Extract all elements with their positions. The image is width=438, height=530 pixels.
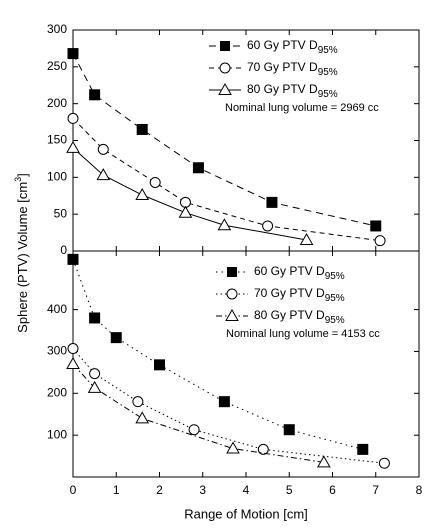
marker-triangle [66,356,80,369]
marker-square [357,443,369,455]
y-tick-label: 400 [47,302,67,316]
plot-frame [72,29,420,252]
legend-subscript: 95% [325,271,345,282]
y-tick-label: 100 [47,170,67,184]
legend-marker [220,41,230,51]
marker-triangle [96,168,111,181]
marker-square [67,48,79,60]
x-tick-label: 7 [372,483,379,497]
y-axis-label: Sphere (PTV) Volume [cm3] [13,173,30,333]
marker-square [89,312,101,324]
legend-label: 80 Gy PTV D95% [254,308,345,325]
legend-name: 60 Gy PTV D [254,264,325,278]
marker-circle [262,220,274,232]
series-line [72,118,381,242]
marker-triangle [87,380,102,393]
x-axis-label: Range of Motion [cm] [184,506,308,521]
x-tick-label: 1 [113,483,120,497]
annotation: Nominal lung volume = 2969 cc [225,102,379,114]
plot-frame [72,250,420,478]
y-tick-label: 50 [54,206,68,220]
series-line [72,53,376,227]
marker-square [136,123,148,135]
marker-triangle [178,205,193,218]
marker-square [154,359,165,371]
legend-name: 60 Gy PTV D [247,38,318,52]
y-tick-label: 200 [47,96,67,110]
y-tick-label: 150 [47,133,67,147]
legend-marker [225,308,239,321]
legend-label: 70 Gy PTV D95% [247,60,338,77]
y-tick-label: 200 [47,385,67,399]
marker-square [218,396,230,408]
y-label-end: ] [15,173,30,177]
legend-name: 80 Gy PTV D [247,82,318,96]
x-tick-label: 3 [199,483,206,497]
legend-label: 80 Gy PTV D95% [247,82,338,99]
legend-subscript: 95% [325,293,345,304]
legend-subscript: 95% [318,45,338,56]
y-tick-label: 0 [60,243,67,257]
legend-name: 70 Gy PTV D [254,286,325,300]
y-label-text: Sphere (PTV) Volume [cm [15,182,30,333]
legend-name: 70 Gy PTV D [247,60,318,74]
marker-circle [149,176,161,188]
y-label-superscript: 3 [13,177,23,182]
marker-triangle [217,218,232,231]
marker-triangle [135,188,150,201]
annotation: Nominal lung volume = 4153 cc [226,328,380,340]
legend-subscript: 95% [318,89,338,100]
marker-triangle [135,411,150,424]
marker-triangle [226,441,240,454]
marker-square [283,424,295,436]
legend-marker [218,82,232,95]
x-tick-label: 2 [156,483,163,497]
legend-label: 60 Gy PTV D95% [254,264,345,281]
series-line [72,147,307,241]
legend-marker [226,288,238,300]
marker-circle [132,396,144,408]
marker-square [110,332,122,344]
legend-marker [219,62,231,74]
marker-square [67,253,79,265]
marker-circle [374,235,386,247]
marker-square [89,89,101,101]
y-tick-label: 100 [47,427,67,441]
marker-square [192,162,204,174]
marker-circle [67,112,79,124]
marker-triangle [299,232,314,245]
legend-label: 70 Gy PTV D95% [254,286,345,303]
x-tick-label: 5 [286,483,293,497]
marker-circle [378,457,390,469]
marker-triangle [316,455,331,468]
marker-square [370,220,382,232]
series-line [72,363,324,463]
x-tick-label: 4 [243,483,250,497]
legend-name: 80 Gy PTV D [254,308,325,322]
marker-square [266,196,278,208]
legend-label: 60 Gy PTV D95% [247,38,338,55]
marker-circle [89,368,101,380]
legend-subscript: 95% [318,67,338,78]
marker-triangle [66,140,80,153]
marker-circle [188,424,200,436]
x-tick-label: 8 [416,483,423,497]
legend-subscript: 95% [325,315,345,326]
x-tick-label: 0 [70,483,77,497]
y-tick-label: 300 [47,344,67,358]
y-tick-label: 250 [47,59,67,73]
series-line [72,348,385,464]
marker-circle [97,143,109,155]
y-tick-label: 300 [47,22,67,36]
marker-circle [257,443,269,455]
legend-marker [227,267,237,277]
marker-circle [67,343,79,355]
x-tick-label: 6 [329,483,336,497]
